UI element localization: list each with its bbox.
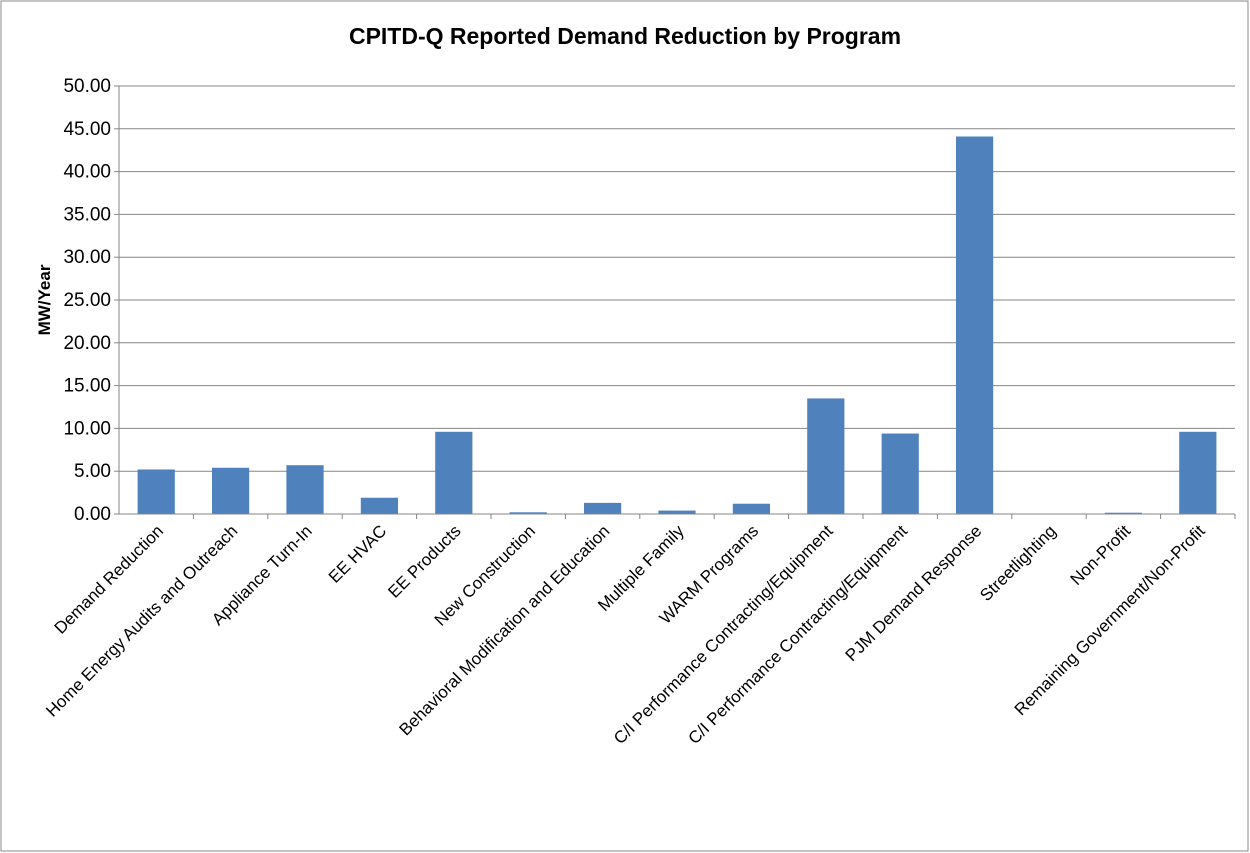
- y-tick-label: 30.00: [63, 247, 111, 268]
- bar: [137, 469, 175, 514]
- bar: [360, 497, 398, 514]
- chart-title: CPITD-Q Reported Demand Reduction by Pro…: [349, 23, 901, 49]
- y-axis-label: MW/Year: [35, 264, 54, 335]
- bar: [807, 398, 845, 514]
- bar: [435, 431, 473, 514]
- y-tick-label: 45.00: [63, 119, 111, 140]
- bar: [584, 502, 622, 514]
- bar: [1104, 512, 1142, 514]
- bar: [881, 433, 919, 514]
- y-tick-label: 15.00: [63, 376, 111, 397]
- y-tick-label: 50.00: [63, 76, 111, 97]
- bar: [658, 510, 696, 514]
- bar: [509, 512, 547, 514]
- bar: [732, 503, 770, 514]
- y-tick-label: 40.00: [63, 162, 111, 183]
- bar: [212, 467, 250, 514]
- bar: [956, 136, 994, 514]
- y-tick-label: 25.00: [63, 290, 111, 311]
- y-tick-label: 0.00: [74, 504, 111, 525]
- y-tick-label: 5.00: [74, 461, 111, 482]
- y-tick-label: 35.00: [63, 204, 111, 225]
- bar: [1179, 431, 1217, 514]
- bar: [286, 465, 324, 514]
- y-tick-label: 20.00: [63, 333, 111, 354]
- y-tick-label: 10.00: [63, 418, 111, 439]
